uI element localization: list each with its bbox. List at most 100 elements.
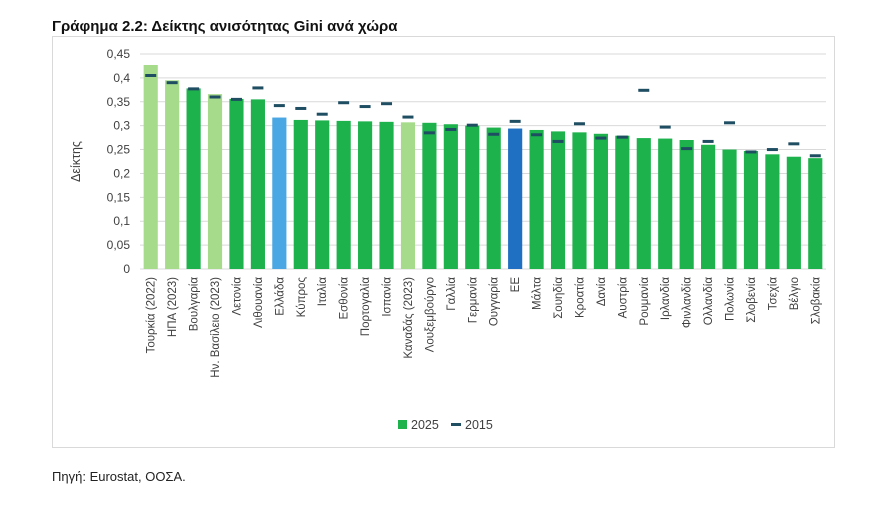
bar-2025 [443,124,458,269]
bar-2025 [165,80,180,270]
x-category-label: Πολωνία [725,277,737,321]
marker-2015 [252,86,264,90]
marker-2015 [188,87,200,91]
x-category-label: Εσθονία [339,277,351,320]
x-category-label: Τσεχία [767,277,779,311]
bar-2025 [572,132,587,269]
marker-2015 [145,74,157,77]
gini-bar-chart: 0 0,05 0,1 0,15 0,2 0,25 0,3 0,35 0,4 0,45 Τουρκί… [69,47,826,432]
bar-2025 [315,120,330,270]
x-category-label: Σλοβακία [810,277,822,325]
chart-frame: 0 0,05 0,1 0,15 0,2 0,25 0,3 0,35 0,4 0,45 Τουρκί… [52,36,835,448]
x-category-label: Φινλανδία [682,277,694,328]
marker-2015 [788,142,800,146]
x-category-label: Αυστρία [617,277,629,319]
x-category-label: Ισπανία [382,277,394,317]
marker-2015 [402,115,414,119]
bar-2025 [786,156,801,269]
bar-2025 [615,135,630,269]
x-category-label: Τουρκία (2022) [146,277,158,354]
bar-2025 [293,119,308,269]
x-category-label: Ουγγαρία [489,277,501,326]
x-category-label: Λετονία [231,277,243,316]
y-axis-ticks: 0 0,05 0,1 0,15 0,2 0,25 0,3 0,35 0,4 0,45 [107,47,131,276]
x-category-label: Μάλτα [532,277,544,310]
marker-2015 [766,148,778,152]
marker-2015 [273,104,285,108]
marker-2015 [745,150,757,154]
marker-2015 [724,121,736,125]
bar-2025 [465,125,480,270]
marker-2015 [423,131,435,135]
marker-2015 [466,123,478,127]
x-category-label: ΗΠΑ (2023) [167,277,179,337]
x-category-label: Λουξεμβούργο [424,277,436,352]
marker-2015 [338,101,350,105]
bar-2025 [508,128,523,269]
y-tick-label: 0,4 [113,71,130,85]
y-tick-label: 0,1 [113,214,130,228]
x-category-label: Βέλγιο [789,277,801,310]
bar-2025 [186,88,201,270]
x-axis-categories: Τουρκία (2022) ΗΠΑ (2023) Βουλγαρία Ην. Βασ… [146,277,823,378]
y-tick-label: 0 [123,262,130,276]
marker-2015 [509,119,521,123]
x-category-label: Γερμανία [467,277,479,324]
source-note: Πηγή: Eurostat, ΟΟΣΑ. [52,469,186,484]
x-category-label: Δανία [596,277,608,307]
bar-2025 [358,121,373,269]
bar-2025 [250,99,265,269]
bar-2025 [529,129,544,269]
bar-2025 [336,120,351,269]
x-category-label: Σουηδία [553,277,565,319]
x-category-label: Λιθουανία [253,277,265,328]
marker-2015 [209,95,221,99]
bar-2025 [722,149,737,269]
x-category-label: Ρουμανία [639,277,651,326]
bar-2025 [143,64,158,269]
bar-2025 [701,144,716,269]
bar-2025 [808,158,823,269]
bar-2025 [400,122,416,269]
marker-2015 [681,147,693,151]
y-tick-label: 0,25 [107,143,131,157]
bar-2025 [679,140,694,269]
y-tick-label: 0,45 [107,47,131,61]
bar-2025 [486,127,501,269]
bar-2025 [550,131,566,269]
y-axis-title: Δείκτης [69,141,83,182]
x-category-label: Βουλγαρία [189,277,201,332]
marker-2015 [445,127,457,131]
x-category-label: ΕΕ [510,277,522,293]
marker-2015 [573,122,585,126]
x-category-label: Σλοβενία [746,277,758,323]
legend-label-2015: 2015 [465,418,493,432]
x-category-label: Κύπρος [296,277,308,318]
markers-2015 [145,74,821,158]
bar-2025 [379,121,394,269]
marker-2015 [616,135,628,139]
marker-2015 [809,154,821,158]
chart-title: Γράφημα 2.2: Δείκτης ανισότητας Gini ανά… [52,18,398,35]
marker-2015 [638,88,650,92]
legend-label-2025: 2025 [411,418,439,432]
bar-2025 [593,133,608,269]
marker-2015 [702,139,714,143]
marker-2015 [552,139,564,143]
x-category-label: Ολλανδία [703,277,715,326]
y-tick-label: 0,15 [107,190,131,204]
y-tick-label: 0,05 [107,238,131,252]
bars-2025 [143,64,823,270]
bar-2025 [272,117,287,270]
bar-2025 [743,150,759,269]
bar-2025 [765,154,780,269]
x-category-label: Καναδάς (2023) [403,277,415,359]
legend-swatch-2015 [451,423,461,426]
bar-2025 [207,94,223,269]
bar-2025 [658,138,673,269]
y-tick-label: 0,3 [113,119,130,133]
x-category-label: Ιρλανδία [660,277,672,320]
x-category-label: Κροατία [574,277,586,318]
bar-2025 [229,98,244,270]
marker-2015 [595,136,607,140]
